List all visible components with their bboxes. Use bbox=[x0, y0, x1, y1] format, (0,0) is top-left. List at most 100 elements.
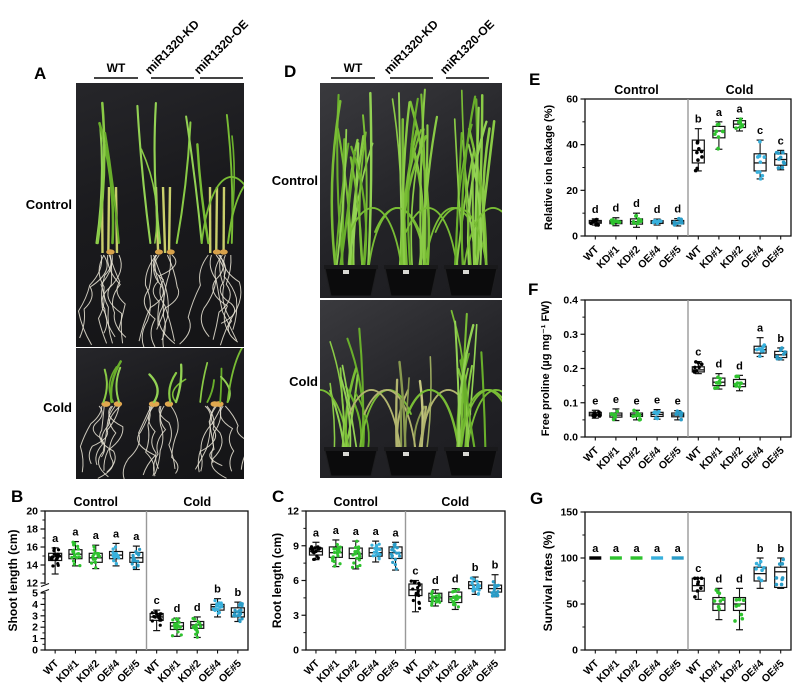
svg-text:WT: WT bbox=[41, 657, 61, 677]
svg-text:a: a bbox=[592, 543, 599, 555]
seedling-photo-cold-art bbox=[79, 348, 244, 479]
svg-text:a: a bbox=[313, 527, 320, 539]
underline bbox=[390, 77, 433, 79]
svg-text:a: a bbox=[133, 531, 140, 543]
svg-text:Relative ion leakage (%): Relative ion leakage (%) bbox=[543, 105, 555, 231]
svg-text:OE#5: OE#5 bbox=[656, 658, 684, 686]
svg-text:KD#2: KD#2 bbox=[615, 658, 643, 686]
svg-text:0: 0 bbox=[572, 645, 578, 657]
svg-text:d: d bbox=[633, 198, 640, 210]
svg-text:a: a bbox=[72, 527, 79, 539]
svg-text:b: b bbox=[234, 587, 241, 599]
row-label-cold-a: Cold bbox=[43, 400, 72, 415]
group-label-oe-d: miR1320-OE bbox=[437, 17, 497, 77]
svg-text:a: a bbox=[716, 107, 723, 119]
svg-text:KD#2: KD#2 bbox=[334, 658, 362, 686]
svg-text:0.4: 0.4 bbox=[563, 295, 578, 307]
svg-text:KD#2: KD#2 bbox=[718, 445, 746, 473]
svg-text:20: 20 bbox=[26, 506, 38, 518]
group-label-wt-d: WT bbox=[343, 61, 363, 75]
svg-text:12: 12 bbox=[26, 578, 38, 590]
svg-text:d: d bbox=[736, 573, 743, 585]
svg-text:Control: Control bbox=[334, 495, 378, 509]
svg-text:50: 50 bbox=[566, 599, 578, 611]
svg-text:b: b bbox=[214, 584, 221, 596]
svg-text:WT: WT bbox=[302, 657, 322, 677]
plant-photo-cold bbox=[320, 300, 502, 478]
svg-text:KD#2: KD#2 bbox=[74, 658, 102, 686]
svg-text:e: e bbox=[633, 395, 639, 407]
svg-text:Shoot length (cm): Shoot length (cm) bbox=[6, 530, 20, 632]
svg-text:OE#5: OE#5 bbox=[115, 658, 143, 686]
svg-text:d: d bbox=[194, 602, 201, 614]
svg-text:OE#4: OE#4 bbox=[196, 658, 224, 686]
svg-text:20: 20 bbox=[566, 185, 578, 197]
svg-text:d: d bbox=[174, 603, 181, 615]
svg-text:16: 16 bbox=[26, 542, 38, 554]
svg-text:WT: WT bbox=[581, 243, 601, 263]
svg-text:d: d bbox=[432, 575, 439, 587]
underline bbox=[200, 77, 243, 79]
panel-label-a: A bbox=[34, 64, 47, 83]
svg-text:OE#4: OE#4 bbox=[95, 658, 123, 686]
panel-label-f: F bbox=[528, 280, 539, 299]
svg-text:b: b bbox=[472, 562, 479, 574]
svg-text:OE#5: OE#5 bbox=[656, 445, 684, 473]
svg-text:OE#5: OE#5 bbox=[474, 658, 502, 686]
svg-text:14: 14 bbox=[26, 560, 38, 572]
svg-text:d: d bbox=[613, 203, 620, 215]
svg-text:a: a bbox=[613, 543, 620, 555]
svg-text:OE#5: OE#5 bbox=[759, 244, 787, 272]
svg-text:OE#5: OE#5 bbox=[759, 658, 787, 686]
svg-text:KD#1: KD#1 bbox=[698, 244, 726, 272]
underline bbox=[446, 77, 489, 79]
row-label-control-d: Control bbox=[271, 173, 318, 188]
svg-text:OE#4: OE#4 bbox=[739, 244, 767, 272]
svg-text:0.1: 0.1 bbox=[563, 397, 578, 409]
svg-text:Survival rates (%): Survival rates (%) bbox=[541, 531, 555, 632]
svg-text:KD#1: KD#1 bbox=[698, 445, 726, 473]
svg-text:18: 18 bbox=[26, 524, 38, 536]
plant-photo-cold-art bbox=[320, 309, 502, 477]
svg-text:c: c bbox=[412, 566, 418, 578]
svg-text:c: c bbox=[778, 135, 784, 147]
svg-text:a: a bbox=[333, 525, 340, 537]
svg-text:WT: WT bbox=[581, 444, 601, 464]
svg-text:b: b bbox=[757, 543, 764, 555]
svg-text:OE#5: OE#5 bbox=[216, 658, 244, 686]
svg-text:a: a bbox=[392, 527, 399, 539]
svg-text:KD#2: KD#2 bbox=[718, 658, 746, 686]
svg-text:e: e bbox=[675, 396, 681, 408]
svg-text:d: d bbox=[592, 204, 599, 216]
svg-text:c: c bbox=[695, 347, 701, 359]
svg-text:e: e bbox=[613, 394, 619, 406]
svg-text:b: b bbox=[492, 560, 499, 572]
svg-text:100: 100 bbox=[560, 553, 578, 565]
svg-text:3: 3 bbox=[293, 610, 299, 622]
row-label-control-a: Control bbox=[25, 197, 72, 212]
svg-text:3: 3 bbox=[32, 610, 38, 622]
svg-text:KD#2: KD#2 bbox=[615, 445, 643, 473]
panel-F-chart: 0.0 0.1 0.2 0.3 0.4 Free proline (µg mg⁻¹ FW)… bbox=[540, 295, 792, 473]
svg-text:0: 0 bbox=[293, 645, 299, 657]
svg-text:KD#1: KD#1 bbox=[595, 445, 623, 473]
row-label-cold-d: Cold bbox=[289, 374, 318, 389]
svg-text:OE#5: OE#5 bbox=[374, 658, 402, 686]
svg-text:c: c bbox=[154, 595, 160, 607]
svg-text:e: e bbox=[592, 395, 598, 407]
svg-text:Cold: Cold bbox=[441, 495, 469, 509]
svg-text:a: a bbox=[654, 543, 661, 555]
svg-text:60: 60 bbox=[566, 94, 578, 106]
svg-text:a: a bbox=[113, 528, 120, 540]
seedling-photo-control-art bbox=[77, 101, 244, 347]
svg-text:KD#1: KD#1 bbox=[698, 658, 726, 686]
svg-text:OE#4: OE#4 bbox=[636, 658, 664, 686]
svg-text:Root length (cm): Root length (cm) bbox=[270, 533, 284, 628]
panel-label-g: G bbox=[530, 489, 544, 508]
svg-text:1: 1 bbox=[32, 633, 38, 645]
svg-text:KD#2: KD#2 bbox=[176, 658, 204, 686]
svg-text:150: 150 bbox=[560, 507, 578, 519]
svg-text:KD#1: KD#1 bbox=[54, 658, 82, 686]
svg-text:9: 9 bbox=[293, 540, 299, 552]
